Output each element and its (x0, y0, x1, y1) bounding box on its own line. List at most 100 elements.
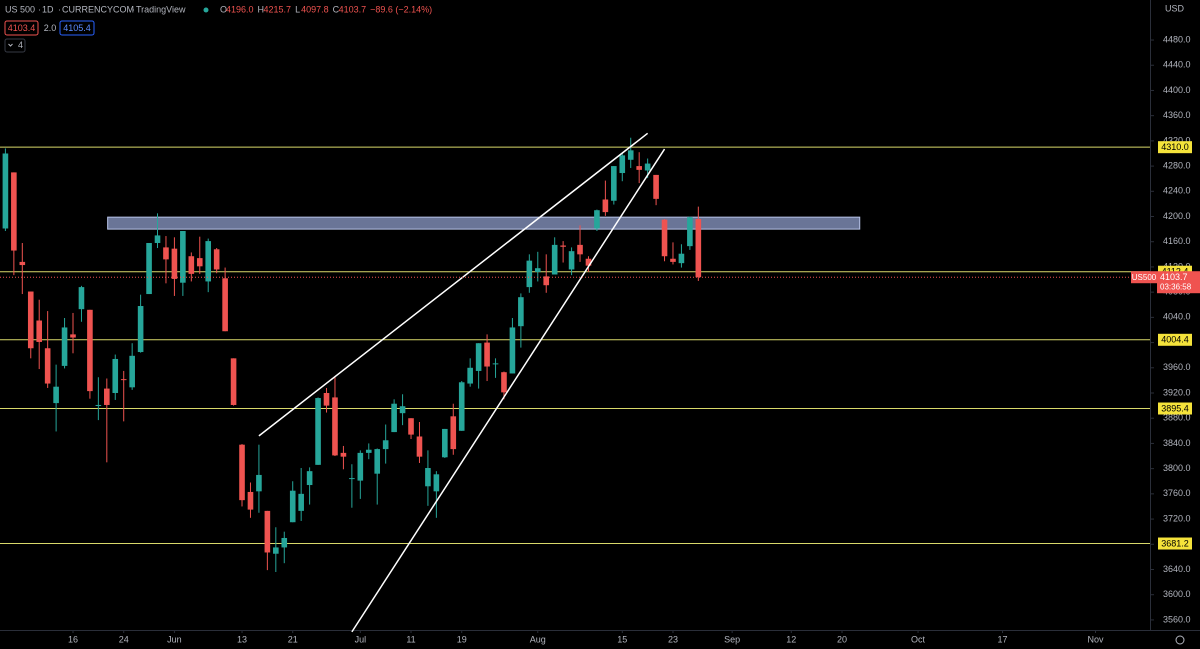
candle (551, 237, 558, 275)
x-tick-label: Sep (724, 634, 740, 644)
candle (188, 252, 195, 282)
candle (425, 450, 431, 506)
body (408, 418, 414, 435)
candle (306, 467, 313, 505)
body (399, 406, 406, 414)
candle (365, 443, 372, 460)
candle (349, 464, 355, 508)
candle (146, 242, 152, 295)
body (36, 320, 43, 342)
candle (433, 471, 440, 518)
body (534, 268, 541, 272)
body (239, 444, 245, 501)
body (87, 309, 93, 392)
candle (391, 399, 397, 433)
candle (374, 448, 381, 505)
legend-value: 4103.7 (339, 4, 367, 14)
candle (501, 371, 507, 400)
candle (298, 468, 304, 521)
body (61, 327, 68, 366)
x-tick-label: 11 (406, 634, 415, 644)
body (416, 436, 423, 457)
candle (27, 291, 34, 359)
status-dot (203, 7, 209, 13)
body (374, 449, 381, 474)
candle (87, 309, 93, 399)
x-tick-label: Jul (355, 634, 367, 644)
body (391, 403, 397, 433)
candle (256, 444, 262, 513)
symbol: US 500 (5, 4, 35, 14)
candle (357, 450, 364, 499)
x-tick-label: 19 (457, 634, 467, 644)
body (196, 258, 203, 267)
x-tick-label: Oct (911, 634, 926, 644)
last-price-box (1157, 271, 1200, 294)
separator: · (38, 4, 41, 14)
y-tick-label: 3960.0 (1163, 362, 1191, 372)
x-tick-label: 15 (617, 634, 627, 644)
candle (36, 299, 43, 370)
body (104, 388, 110, 405)
candle (78, 285, 85, 322)
body (602, 199, 609, 213)
candle (163, 236, 169, 284)
candle (61, 317, 68, 369)
x-tick-label: 16 (68, 634, 78, 644)
candle (112, 354, 119, 400)
body (44, 348, 51, 384)
level-label-box (1158, 537, 1192, 550)
candle (289, 481, 296, 523)
x-tick-label: 23 (668, 634, 678, 644)
y-tick-label: 4440.0 (1163, 60, 1191, 70)
candle (332, 376, 338, 457)
body (467, 367, 473, 384)
bid-box[interactable] (4, 20, 39, 36)
candle (44, 311, 51, 388)
body (501, 372, 507, 393)
x-tick-label: 13 (237, 634, 247, 644)
ask: 4105.4 (63, 23, 91, 33)
candle (484, 334, 490, 382)
body (129, 355, 135, 388)
body (492, 363, 499, 365)
candle (154, 213, 161, 249)
body (653, 174, 659, 199)
candle (70, 312, 76, 354)
body (137, 306, 144, 353)
settings-icon[interactable] (1175, 635, 1185, 645)
body (560, 245, 566, 247)
candle (594, 209, 600, 232)
body (163, 247, 169, 260)
body (425, 468, 431, 487)
body (442, 428, 448, 458)
body (154, 235, 161, 243)
body (120, 379, 127, 381)
body (53, 386, 59, 404)
currency[interactable]: USD (1165, 3, 1185, 13)
y-tick-label: 4480.0 (1163, 34, 1191, 44)
body (509, 327, 516, 374)
header[interactable]: US 500 1D CURRENCYCOM TradingView · · · O41… (5, 4, 432, 14)
source: CURRENCYCOM (62, 4, 134, 14)
candle (627, 137, 634, 168)
candle (196, 236, 203, 274)
body (2, 153, 9, 229)
interval: 1D (42, 4, 54, 14)
body (298, 493, 304, 511)
level-label: 4004.4 (1161, 335, 1189, 345)
y-tick-label: 3920.0 (1163, 387, 1191, 397)
ask-box[interactable] (59, 20, 95, 36)
candle (137, 294, 144, 353)
body (518, 297, 524, 327)
body (577, 244, 583, 255)
y-tick-label: 3840.0 (1163, 438, 1191, 448)
body (526, 260, 533, 288)
chevron-icon (8, 43, 13, 47)
y-tick-label: 4320.0 (1163, 135, 1191, 145)
body (78, 287, 85, 310)
indicators-toggle[interactable] (4, 38, 26, 53)
